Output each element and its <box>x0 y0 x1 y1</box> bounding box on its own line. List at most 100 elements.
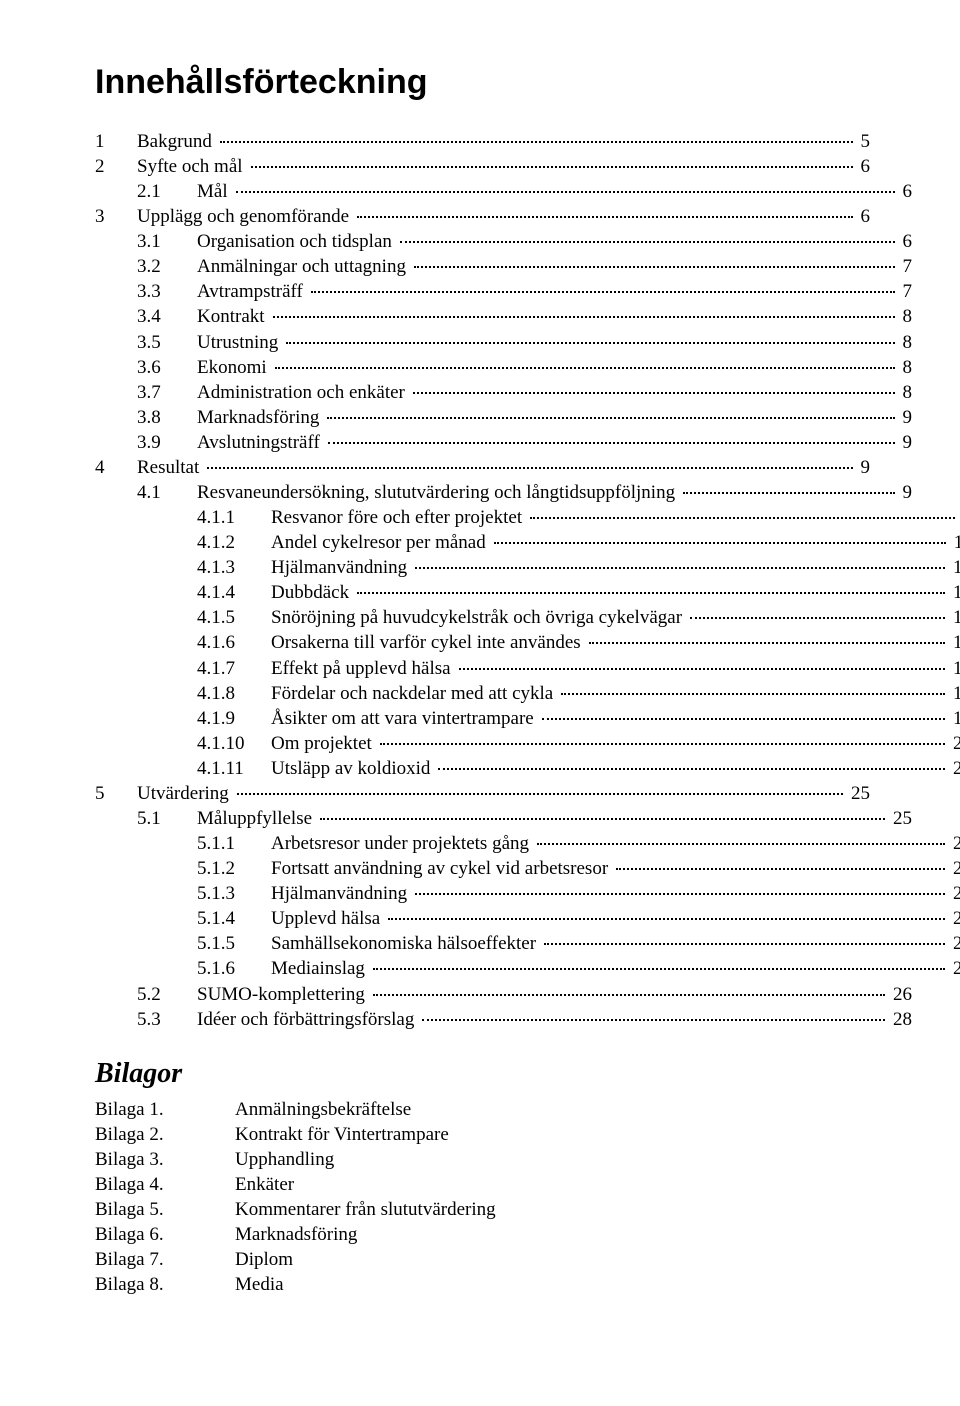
toc-entry-number: 3.1 <box>137 229 197 254</box>
toc-entry-number: 3.4 <box>137 304 197 329</box>
appendix-entry: Bilaga 2.Kontrakt för Vintertrampare <box>95 1122 870 1147</box>
document-page: Innehållsförteckning 1Bakgrund52Syfte oc… <box>0 0 960 1406</box>
toc-entry-label: Utsläpp av koldioxid <box>271 756 434 781</box>
appendix-value: Diplom <box>235 1247 870 1272</box>
toc-entry-number: 3.9 <box>137 430 197 455</box>
toc-entry-label: Samhällsekonomiska hälsoeffekter <box>271 931 540 956</box>
toc-leader-dots <box>589 642 945 644</box>
toc-entry-label: Måluppfyllelse <box>197 806 316 831</box>
toc-entry-page: 25 <box>949 831 960 856</box>
toc-entry-number: 2.1 <box>137 179 197 204</box>
toc-entry-page: 26 <box>889 982 912 1007</box>
toc-entry-page: 12 <box>949 555 960 580</box>
appendix-entry: Bilaga 5.Kommentarer från slututvärderin… <box>95 1197 870 1222</box>
appendix-key: Bilaga 7. <box>95 1247 235 1272</box>
toc-leader-dots <box>328 442 895 444</box>
toc-entry-label: Utvärdering <box>137 781 233 806</box>
toc-entry-page: 6 <box>857 154 871 179</box>
toc-entry-page: 6 <box>857 204 871 229</box>
toc-entry: 3.6Ekonomi8 <box>95 355 912 380</box>
toc-entry-number: 1 <box>95 129 137 154</box>
toc-entry: 5Utvärdering25 <box>95 781 870 806</box>
toc-leader-dots <box>311 291 895 293</box>
toc-entry-label: Mål <box>197 179 232 204</box>
toc-entry-label: Fortsatt användning av cykel vid arbetsr… <box>271 856 612 881</box>
toc-entry-number: 4 <box>95 455 137 480</box>
toc-entry: 5.1.6Mediainslag25 <box>95 956 960 981</box>
toc-leader-dots <box>286 342 894 344</box>
toc-entry-number: 4.1.3 <box>197 555 271 580</box>
toc-entry-page: 8 <box>899 330 913 355</box>
toc-entry-label: Avtrampsträff <box>197 279 307 304</box>
toc-entry-page: 25 <box>949 906 960 931</box>
toc-entry-label: Om projektet <box>271 731 376 756</box>
toc-leader-dots <box>422 1019 885 1021</box>
toc-entry: 4.1.3Hjälmanvändning12 <box>95 555 960 580</box>
toc-entry-label: Hjälmanvändning <box>271 881 411 906</box>
toc-leader-dots <box>415 567 945 569</box>
toc-entry-label: Marknadsföring <box>197 405 323 430</box>
toc-entry-page: 8 <box>899 304 913 329</box>
toc-entry: 3.7Administration och enkäter8 <box>95 380 912 405</box>
toc-leader-dots <box>373 994 885 996</box>
appendix-key: Bilaga 3. <box>95 1147 235 1172</box>
toc-entry-number: 5.1.5 <box>197 931 271 956</box>
toc-leader-dots <box>373 968 945 970</box>
toc-entry-number: 5.1.3 <box>197 881 271 906</box>
toc-entry: 4.1.1Resvanor före och efter projektet9 <box>95 505 960 530</box>
toc-entry-label: Upplägg och genomförande <box>137 204 353 229</box>
toc-entry-page: 11 <box>950 530 960 555</box>
toc-entry-number: 5.1 <box>137 806 197 831</box>
appendix-value: Kontrakt för Vintertrampare <box>235 1122 870 1147</box>
toc-entry-number: 5.3 <box>137 1007 197 1032</box>
toc-entry: 2Syfte och mål6 <box>95 154 870 179</box>
toc-leader-dots <box>237 793 843 795</box>
toc-leader-dots <box>415 893 945 895</box>
toc-entry-page: 28 <box>889 1007 912 1032</box>
toc-entry-page: 25 <box>847 781 870 806</box>
toc-entry-label: Anmälningar och uttagning <box>197 254 410 279</box>
toc-entry-number: 5.1.2 <box>197 856 271 881</box>
toc-entry: 5.1.5Samhällsekonomiska hälsoeffekter 25 <box>95 931 960 956</box>
toc-entry-page: 16 <box>949 656 960 681</box>
toc-entry-label: Arbetsresor under projektets gång <box>271 831 533 856</box>
toc-leader-dots <box>388 918 945 920</box>
toc-entry-page: 5 <box>857 129 871 154</box>
page-title: Innehållsförteckning <box>95 60 870 105</box>
toc-entry: 3.1Organisation och tidsplan6 <box>95 229 912 254</box>
table-of-contents: 1Bakgrund52Syfte och mål62.1Mål63Upplägg… <box>95 129 870 1032</box>
toc-leader-dots <box>414 266 895 268</box>
toc-entry-page: 25 <box>889 806 912 831</box>
toc-entry-page: 25 <box>949 931 960 956</box>
toc-entry-number: 4.1.6 <box>197 630 271 655</box>
toc-entry: 4.1.5Snöröjning på huvudcykelstråk och ö… <box>95 605 960 630</box>
toc-entry-page: 25 <box>949 881 960 906</box>
toc-entry-label: Idéer och förbättringsförslag <box>197 1007 418 1032</box>
toc-entry-page: 25 <box>949 856 960 881</box>
toc-entry-number: 4.1 <box>137 480 197 505</box>
toc-entry-page: 6 <box>899 229 913 254</box>
toc-entry-label: Syfte och mål <box>137 154 247 179</box>
toc-entry-label: Ekonomi <box>197 355 271 380</box>
toc-leader-dots <box>459 668 945 670</box>
toc-entry-label: Kontrakt <box>197 304 269 329</box>
appendix-entry: Bilaga 6.Marknadsföring <box>95 1222 870 1247</box>
toc-entry-label: SUMO-komplettering <box>197 982 369 1007</box>
toc-entry: 3.3Avtrampsträff7 <box>95 279 912 304</box>
toc-entry-label: Orsakerna till varför cykel inte använde… <box>271 630 585 655</box>
toc-entry-label: Bakgrund <box>137 129 216 154</box>
toc-entry: 3.8Marknadsföring9 <box>95 405 912 430</box>
toc-entry-page: 9 <box>899 405 913 430</box>
appendix-value: Upphandling <box>235 1147 870 1172</box>
toc-leader-dots <box>561 693 945 695</box>
toc-entry-label: Avslutningsträff <box>197 430 324 455</box>
toc-entry-page: 9 <box>857 455 871 480</box>
toc-entry: 5.1.2Fortsatt användning av cykel vid ar… <box>95 856 960 881</box>
toc-entry-page: 16 <box>949 630 960 655</box>
toc-entry-label: Fördelar och nackdelar med att cykla <box>271 681 557 706</box>
toc-entry: 4.1.6Orsakerna till varför cykel inte an… <box>95 630 960 655</box>
toc-entry-label: Snöröjning på huvudcykelstråk och övriga… <box>271 605 686 630</box>
toc-entry: 4.1.2Andel cykelresor per månad11 <box>95 530 960 555</box>
toc-entry-label: Dubbdäck <box>271 580 353 605</box>
appendix-value: Marknadsföring <box>235 1222 870 1247</box>
